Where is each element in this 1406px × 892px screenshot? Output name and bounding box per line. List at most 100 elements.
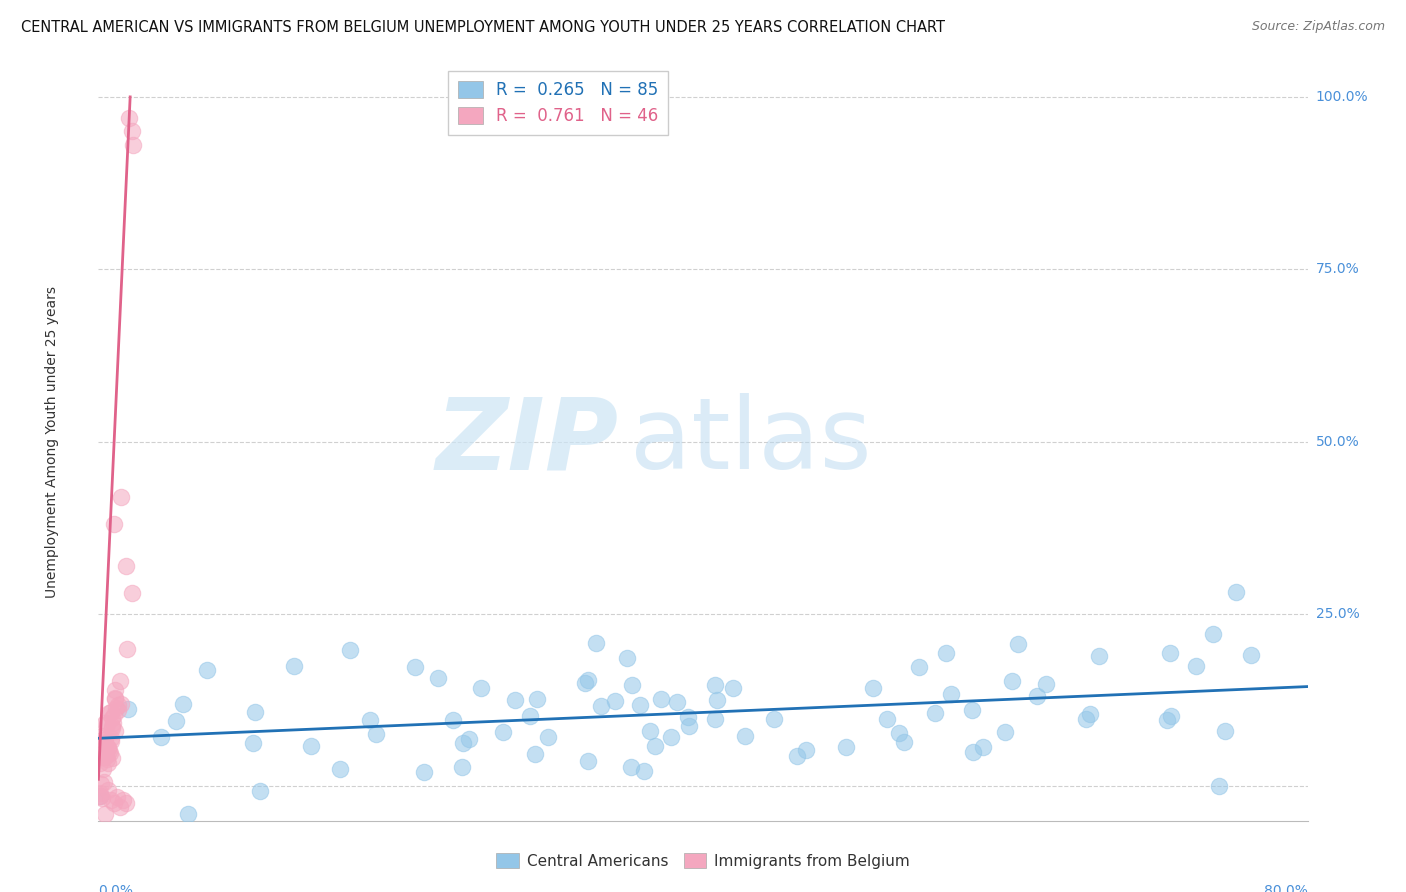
Legend: Central Americans, Immigrants from Belgium: Central Americans, Immigrants from Belgi…: [491, 847, 915, 875]
Point: [893, 735, 915, 749]
Point: [876, 712, 898, 726]
Point: [941, 687, 963, 701]
Point: [1208, 779, 1230, 793]
Point: [1240, 648, 1263, 662]
Point: [172, 698, 194, 712]
Point: [451, 736, 474, 750]
Point: [908, 660, 931, 674]
Point: [177, 806, 200, 821]
Point: [723, 681, 745, 695]
Point: [620, 759, 643, 773]
Point: [935, 646, 957, 660]
Point: [91, 748, 114, 763]
Point: [638, 724, 661, 739]
Point: [536, 731, 558, 745]
Point: [404, 659, 426, 673]
Point: [104, 724, 127, 739]
Point: [451, 760, 474, 774]
Point: [108, 800, 131, 814]
Point: [105, 701, 128, 715]
Point: [1080, 707, 1102, 722]
Point: [678, 719, 700, 733]
Point: [972, 740, 994, 755]
Point: [121, 586, 143, 600]
Point: [1026, 689, 1049, 703]
Point: [104, 692, 127, 706]
Point: [100, 733, 122, 747]
Point: [703, 713, 725, 727]
Point: [283, 659, 305, 673]
Point: [704, 678, 727, 692]
Text: ZIP: ZIP: [436, 393, 619, 490]
Point: [659, 730, 682, 744]
Point: [93, 775, 115, 789]
Point: [93, 763, 115, 777]
Point: [519, 709, 541, 723]
Point: [470, 681, 492, 695]
Point: [1087, 649, 1109, 664]
Point: [1007, 637, 1029, 651]
Point: [89, 787, 111, 801]
Point: [492, 725, 515, 739]
Point: [1001, 673, 1024, 688]
Point: [329, 763, 352, 777]
Point: [101, 711, 124, 725]
Point: [89, 756, 111, 771]
Point: [90, 791, 112, 805]
Point: [150, 730, 173, 744]
Text: atlas: atlas: [630, 393, 872, 490]
Point: [100, 721, 122, 735]
Point: [117, 701, 139, 715]
Point: [100, 705, 122, 719]
Point: [503, 692, 526, 706]
Point: [97, 740, 120, 755]
Point: [299, 739, 322, 753]
Point: [796, 743, 818, 757]
Point: [98, 746, 121, 760]
Point: [339, 643, 361, 657]
Point: [100, 793, 122, 807]
Point: [89, 789, 111, 803]
Point: [101, 719, 124, 733]
Point: [97, 756, 120, 771]
Point: [110, 490, 132, 504]
Point: [89, 789, 111, 803]
Point: [104, 683, 127, 698]
Point: [1035, 676, 1057, 690]
Point: [960, 703, 983, 717]
Point: [591, 698, 613, 713]
Point: [616, 651, 638, 665]
Point: [644, 739, 666, 754]
Point: [1159, 646, 1181, 660]
Point: [107, 703, 129, 717]
Point: [107, 698, 129, 713]
Point: [628, 698, 651, 713]
Point: [94, 806, 117, 821]
Point: [650, 691, 672, 706]
Text: 100.0%: 100.0%: [1316, 90, 1368, 103]
Point: [576, 754, 599, 768]
Point: [924, 706, 946, 721]
Point: [114, 558, 136, 573]
Point: [93, 750, 115, 764]
Point: [889, 726, 911, 740]
Point: [576, 673, 599, 688]
Point: [93, 745, 115, 759]
Point: [101, 716, 124, 731]
Point: [97, 740, 120, 755]
Point: [103, 517, 125, 532]
Point: [100, 731, 122, 745]
Point: [94, 716, 117, 731]
Text: Unemployment Among Youth under 25 years: Unemployment Among Youth under 25 years: [45, 285, 59, 598]
Point: [633, 764, 655, 778]
Point: [111, 793, 134, 807]
Point: [585, 636, 607, 650]
Point: [427, 671, 450, 685]
Point: [441, 713, 464, 727]
Point: [574, 675, 596, 690]
Point: [1185, 658, 1208, 673]
Point: [94, 733, 117, 747]
Point: [105, 789, 128, 804]
Point: [1160, 709, 1182, 723]
Point: [114, 797, 136, 811]
